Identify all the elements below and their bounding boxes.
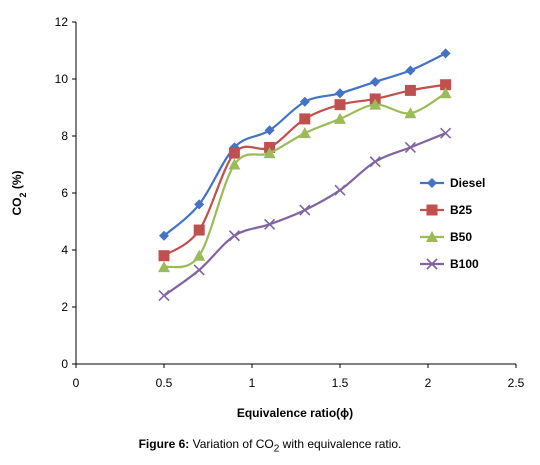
series-b100 bbox=[158, 127, 452, 302]
data-point-b50 bbox=[263, 147, 276, 159]
data-point-b100 bbox=[369, 156, 381, 168]
cross-stroke bbox=[193, 264, 205, 276]
legend-item-b100: B100 bbox=[420, 257, 479, 271]
legend: Diesel B25 B50 B100 bbox=[420, 176, 485, 271]
series-line-diesel bbox=[163, 52, 447, 237]
cross-stroke bbox=[369, 156, 381, 168]
caption-label: Figure 6: bbox=[138, 437, 190, 451]
data-point-b100 bbox=[404, 141, 416, 153]
y-tick-label: 4 bbox=[61, 243, 68, 257]
y-tick-label: 10 bbox=[55, 72, 69, 86]
data-point-b100 bbox=[440, 127, 452, 139]
cross-stroke bbox=[426, 258, 438, 270]
series-b50 bbox=[158, 87, 452, 273]
data-point-b100 bbox=[228, 230, 240, 242]
y-axis-title-tail: (%) bbox=[10, 170, 24, 192]
x-tick-label: 2 bbox=[425, 376, 432, 390]
data-point-diesel bbox=[405, 65, 416, 76]
series-diesel bbox=[159, 48, 451, 241]
x-tick-label: 0.5 bbox=[156, 376, 173, 390]
x-tick-label: 0 bbox=[73, 376, 80, 390]
cross-stroke bbox=[440, 127, 452, 139]
data-point-b25 bbox=[404, 84, 416, 96]
cross-stroke bbox=[404, 141, 416, 153]
legend-marker-b25 bbox=[426, 204, 438, 216]
y-axis-title-sub: 2 bbox=[18, 192, 28, 197]
legend-marker-b50 bbox=[426, 231, 438, 242]
caption-text-after: with equivalence ratio. bbox=[279, 437, 402, 451]
cross-stroke bbox=[334, 184, 346, 196]
legend-label-b25: B25 bbox=[450, 203, 472, 217]
data-point-b50 bbox=[439, 87, 452, 99]
y-axis-title-main: CO bbox=[10, 198, 24, 216]
data-point-diesel bbox=[299, 96, 310, 107]
x-tick-label: 2.5 bbox=[508, 376, 525, 390]
data-point-diesel bbox=[159, 230, 169, 241]
data-point-b25 bbox=[158, 250, 170, 262]
y-tick-label: 12 bbox=[55, 15, 69, 29]
x-tick-label: 1.5 bbox=[332, 376, 349, 390]
data-point-diesel bbox=[194, 199, 205, 210]
legend-marker-b100 bbox=[426, 258, 438, 270]
caption-text: Variation of CO bbox=[189, 437, 274, 451]
data-point-diesel bbox=[370, 76, 381, 87]
data-point-b100 bbox=[158, 290, 170, 302]
legend-label-diesel: Diesel bbox=[450, 176, 485, 190]
y-tick-label: 2 bbox=[61, 300, 68, 314]
data-point-diesel bbox=[264, 125, 275, 136]
data-point-b100 bbox=[264, 218, 276, 230]
x-tick-label: 1 bbox=[249, 376, 256, 390]
data-point-b25 bbox=[228, 147, 240, 159]
data-point-b100 bbox=[299, 204, 311, 216]
legend-marker-diesel bbox=[427, 178, 437, 188]
legend-item-diesel: Diesel bbox=[420, 176, 485, 190]
data-point-diesel bbox=[335, 88, 345, 99]
cross-stroke bbox=[264, 218, 276, 230]
data-point-b50 bbox=[298, 127, 311, 139]
series-layer bbox=[158, 48, 452, 302]
y-tick-label: 8 bbox=[61, 129, 68, 143]
legend-item-b25: B25 bbox=[420, 203, 472, 217]
series-line-b25 bbox=[163, 83, 446, 257]
legend-label-b100: B100 bbox=[450, 257, 479, 271]
data-point-b50 bbox=[404, 107, 417, 119]
axes: 0 2 4 6 8 10 12 0 0.5 1 1.5 2 2.5 bbox=[55, 15, 525, 390]
cross-stroke bbox=[299, 204, 311, 216]
legend-label-b50: B50 bbox=[450, 230, 472, 244]
y-tick-label: 0 bbox=[61, 357, 68, 371]
data-point-b100 bbox=[193, 264, 205, 276]
data-point-b25 bbox=[193, 224, 205, 236]
data-point-b25 bbox=[334, 99, 346, 111]
data-point-b50 bbox=[369, 98, 382, 110]
caption-sub: 2 bbox=[273, 443, 280, 455]
data-point-b100 bbox=[334, 184, 346, 196]
data-point-b50 bbox=[193, 249, 206, 261]
figure-caption: Figure 6: Variation of CO2 with equivale… bbox=[0, 437, 540, 454]
data-point-b25 bbox=[299, 113, 311, 125]
data-point-b50 bbox=[158, 261, 170, 273]
y-tick-label: 6 bbox=[61, 186, 68, 200]
data-point-b50 bbox=[334, 112, 346, 124]
data-point-b50 bbox=[228, 158, 241, 170]
y-axis-title: CO2 (%) bbox=[10, 170, 28, 215]
x-axis-title: Equivalence ratio(ϕ) bbox=[237, 406, 353, 420]
data-point-b25 bbox=[440, 79, 452, 91]
cross-stroke bbox=[158, 290, 170, 302]
cross-stroke bbox=[228, 230, 240, 242]
data-point-diesel bbox=[440, 48, 451, 59]
legend-item-b50: B50 bbox=[420, 230, 472, 244]
